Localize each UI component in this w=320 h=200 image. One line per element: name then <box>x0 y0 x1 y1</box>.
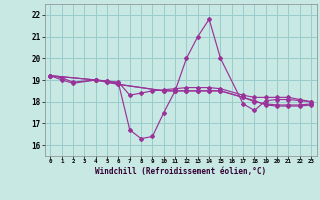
X-axis label: Windchill (Refroidissement éolien,°C): Windchill (Refroidissement éolien,°C) <box>95 167 266 176</box>
